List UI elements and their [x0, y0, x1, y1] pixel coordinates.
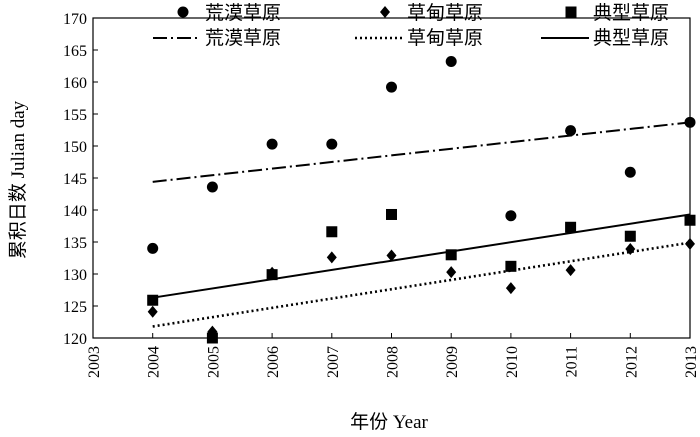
- x-tick-label: 2004: [146, 346, 163, 378]
- y-tick-label: 160: [63, 75, 87, 92]
- legend-label: 典型草原: [593, 2, 669, 24]
- data-point-diamond: [446, 266, 457, 279]
- data-point-square: [386, 208, 397, 220]
- x-tick-label: 2005: [205, 346, 222, 378]
- data-point-square: [505, 260, 517, 272]
- data-point-circle: [565, 125, 577, 137]
- x-axis-label: 年份 Year: [350, 411, 428, 433]
- y-tick-label: 130: [63, 267, 87, 284]
- x-tick-label: 2008: [385, 346, 402, 378]
- data-point-square: [206, 332, 218, 344]
- y-tick-label: 155: [63, 107, 87, 124]
- data-point-square: [565, 6, 577, 18]
- x-tick-label: 2009: [444, 346, 461, 378]
- data-point-circle: [386, 81, 397, 93]
- y-axis-label: 累积日数 Julian day: [7, 100, 29, 259]
- legend-label: 荒漠草原: [205, 2, 281, 24]
- data-point-diamond: [326, 251, 337, 264]
- data-point-diamond: [380, 6, 390, 18]
- y-tick-label: 150: [63, 139, 87, 156]
- data-point-diamond: [625, 243, 636, 256]
- data-points: [147, 56, 696, 344]
- data-point-square: [326, 226, 338, 238]
- data-point-circle: [684, 116, 696, 128]
- trend-line: [152, 213, 691, 299]
- y-tick-label: 125: [63, 299, 87, 316]
- data-point-square: [445, 249, 457, 261]
- data-point-diamond: [505, 282, 516, 295]
- y-tick-label: 165: [63, 43, 87, 60]
- data-point-diamond: [565, 264, 576, 277]
- data-point-square: [266, 269, 278, 281]
- x-tick-label: 2012: [623, 346, 640, 378]
- x-tick-label: 2007: [325, 346, 342, 378]
- x-tick-label: 2006: [265, 346, 282, 378]
- legend-label: 草甸草原: [407, 27, 483, 49]
- data-point-square: [147, 294, 159, 306]
- data-point-square: [624, 230, 636, 242]
- data-point-square: [565, 221, 577, 233]
- x-tick-label: 2003: [86, 346, 103, 378]
- y-tick-label: 140: [63, 203, 87, 220]
- x-tick-label: 2013: [683, 346, 700, 378]
- data-point-circle: [326, 138, 338, 150]
- legend-label: 草甸草原: [407, 2, 483, 24]
- data-point-diamond: [147, 305, 158, 318]
- data-point-circle: [624, 166, 636, 178]
- chart-axes: 120 125 130 135 140 145 150 155 160 165 170 2003 200…: [63, 11, 700, 378]
- y-tick-label: 145: [63, 171, 87, 188]
- data-point-circle: [505, 210, 517, 222]
- data-point-diamond: [386, 249, 397, 262]
- data-point-square: [684, 214, 696, 226]
- y-tick-label: 120: [63, 331, 87, 348]
- y-tick-label: 135: [63, 235, 87, 252]
- legend-label: 典型草原: [593, 27, 669, 49]
- data-point-circle: [147, 242, 159, 254]
- x-tick-label: 2011: [564, 346, 581, 377]
- trend-line: [152, 121, 691, 183]
- legend-label: 荒漠草原: [205, 27, 281, 49]
- trend-line: [152, 241, 691, 328]
- data-point-circle: [266, 138, 278, 150]
- x-tick-label: 2010: [504, 346, 521, 378]
- data-point-diamond: [685, 237, 695, 250]
- trend-lines: [152, 121, 691, 328]
- data-point-circle: [177, 6, 189, 18]
- y-tick-label: 170: [63, 11, 87, 28]
- data-point-circle: [206, 181, 218, 193]
- data-point-circle: [445, 56, 457, 68]
